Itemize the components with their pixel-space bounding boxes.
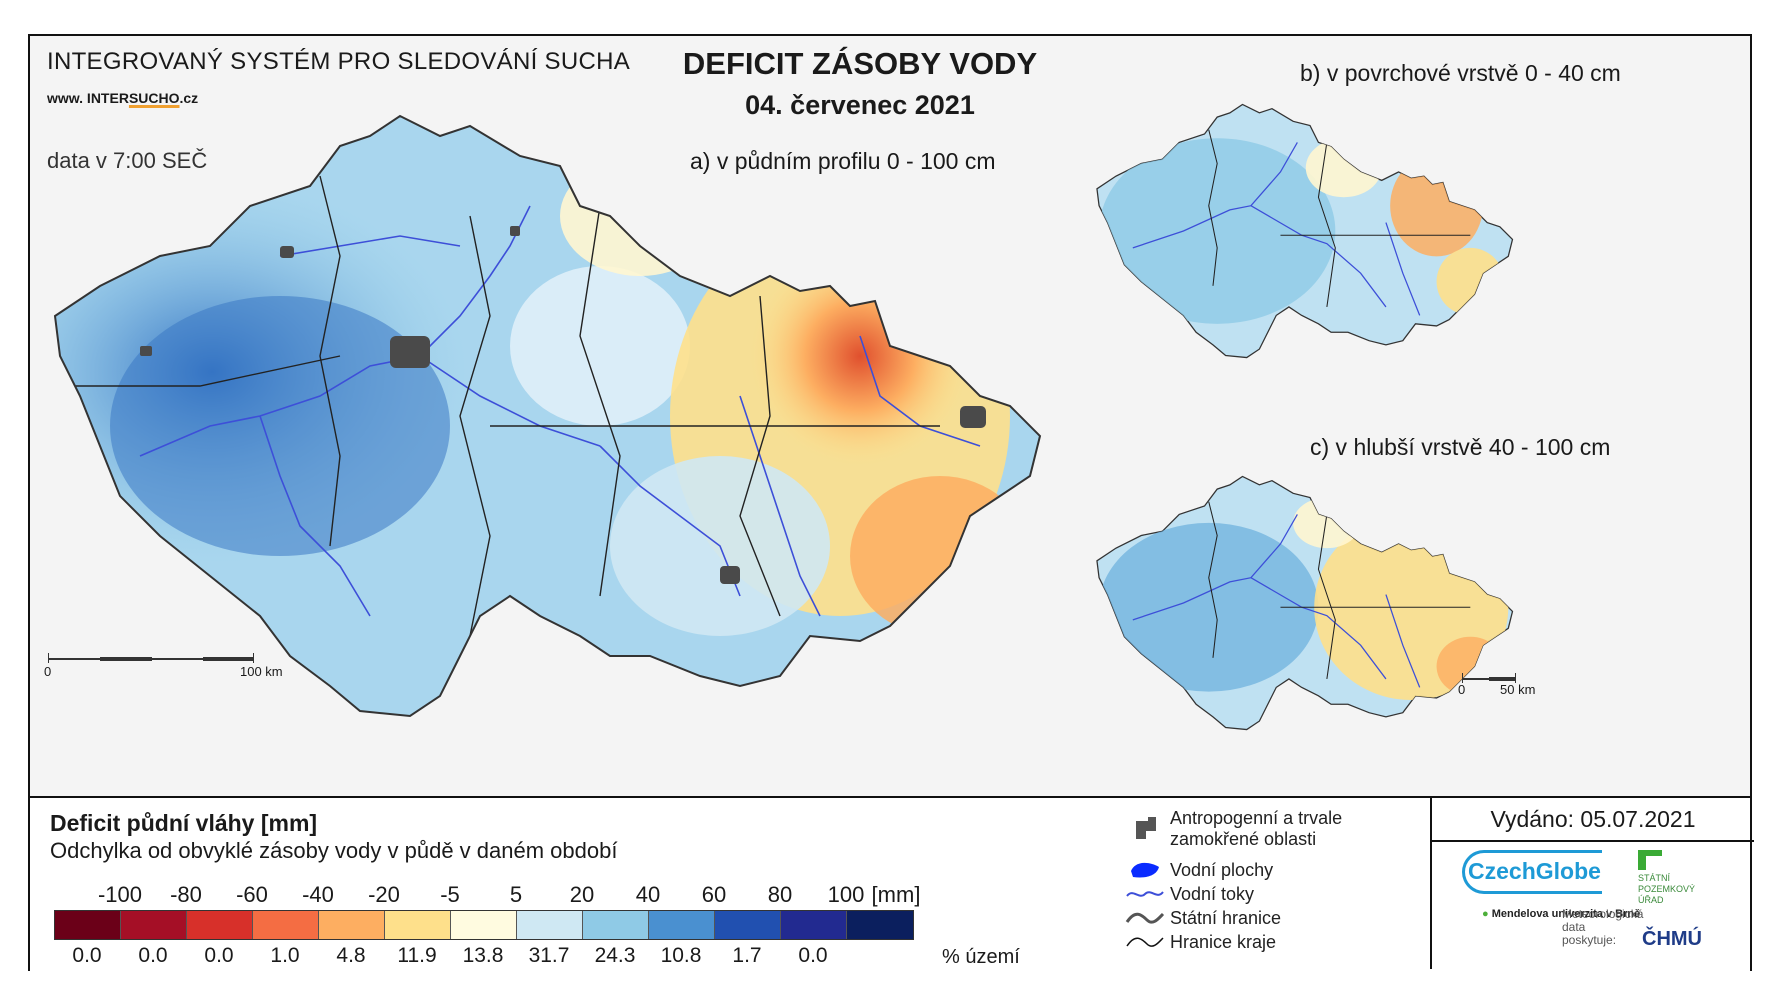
legend-subtitle: Odchylka od obvyklé zásoby vody v půdě v…	[50, 838, 618, 863]
legend-percent-value: 1.7	[732, 944, 762, 967]
legend-percent-value: 13.8	[462, 944, 504, 967]
legend-unit-label: [mm]	[871, 882, 921, 907]
issued-date: Vydáno: 05.07.2021	[1432, 798, 1754, 842]
symbol-row-river: Vodní toky	[1120, 880, 1254, 908]
state-border-icon	[1120, 904, 1170, 932]
legend-tick-label: 40	[635, 882, 661, 907]
issued-box: Vydáno: 05.07.2021 CzechGlobe STÁTNÍ POZ…	[1430, 798, 1754, 969]
legend-color-bar	[54, 910, 914, 940]
symbol-label-river: Vodní toky	[1170, 883, 1255, 904]
legend-ticks: -100 -80 -60 -40 -20 -5 5 20 40 60 80 100 [mm]	[54, 882, 920, 910]
main-scale-start: 0	[44, 664, 52, 679]
legend-color-cell	[187, 911, 253, 939]
data-time: data v 7:00 SEČ	[47, 148, 208, 173]
legend-percent-value: 11.9	[397, 944, 437, 967]
legend-tick-label: 100	[827, 882, 865, 907]
legend-color-cell	[253, 911, 319, 939]
spu-icon	[1638, 850, 1662, 870]
legend-percent-value: 31.7	[528, 944, 570, 967]
legend-percent-value: 1.0	[270, 944, 300, 967]
mendel-dots-icon: ●	[1482, 908, 1492, 920]
legend-tick-label: -40	[302, 882, 334, 907]
legend-percent-value: 0.0	[138, 944, 168, 967]
map-a-label: a) v půdním profilu 0 - 100 cm	[690, 148, 996, 174]
symbol-row-urban: Antropogenní a trvale zamokřené oblasti	[1120, 808, 1370, 850]
main-scale-bar	[47, 650, 255, 663]
chmu-logo[interactable]: ČHMÚ	[1642, 928, 1702, 950]
legend-color-cell	[649, 911, 715, 939]
legend-percent-value: 4.8	[336, 944, 366, 967]
symbol-row-region: Hranice kraje	[1120, 928, 1276, 956]
legend-tick-label: -100	[97, 882, 143, 907]
percent-label: % území	[942, 946, 1020, 968]
legend-tick-label: -60	[236, 882, 268, 907]
legend-color-cell	[385, 911, 451, 939]
region-border-icon	[1120, 928, 1170, 956]
legend-title: Deficit půdní vláhy [mm]	[50, 810, 318, 836]
legend-color-cell	[55, 911, 121, 939]
legend-color-cell	[517, 911, 583, 939]
system-title: INTEGROVANÝ SYSTÉM PRO SLEDOVÁNÍ SUCHA	[47, 48, 631, 75]
legend-tick-label: 5	[509, 882, 523, 907]
map-b	[1096, 103, 1514, 359]
legend-tick-label: 20	[569, 882, 595, 907]
main-scale-end: 100 km	[240, 664, 283, 679]
legend-color-cell	[847, 911, 913, 939]
small-scale-start: 0	[1458, 682, 1466, 697]
main-date: 04. červenec 2021	[745, 90, 975, 120]
legend-tick-label: 80	[767, 882, 793, 907]
legend-percent-value: 0.0	[72, 944, 102, 967]
spu-logo[interactable]: STÁTNÍ POZEMKOVÝ ÚŘAD	[1638, 850, 1718, 906]
legend-tick-label: -80	[170, 882, 202, 907]
symbol-label-water: Vodní plochy	[1170, 859, 1274, 880]
map-c	[1096, 475, 1514, 731]
map-area: INTEGROVANÝ SYSTÉM PRO SLEDOVÁNÍ SUCHA w…	[30, 36, 1750, 796]
legend-panel: Deficit půdní vláhy [mm] Odchylka od obv…	[30, 796, 1754, 971]
river-icon	[1120, 880, 1170, 908]
map-c-label: c) v hlubší vrstvě 40 - 100 cm	[1310, 434, 1611, 460]
legend-color-cell	[781, 911, 847, 939]
small-scale-bar	[1461, 670, 1517, 683]
symbol-label-state: Státní hranice	[1170, 907, 1282, 928]
symbol-row-water: Vodní plochy	[1120, 856, 1273, 884]
legend-color-cell	[451, 911, 517, 939]
water-body-icon	[1120, 856, 1170, 884]
map-frame: INTEGROVANÝ SYSTÉM PRO SLEDOVÁNÍ SUCHA w…	[28, 34, 1754, 971]
czechglobe-logo-ring	[1462, 850, 1602, 894]
legend-color-cell	[121, 911, 187, 939]
legend-tick-label: -5	[440, 882, 460, 907]
legend-percent-value: 24.3	[594, 944, 636, 967]
symbol-row-state: Státní hranice	[1120, 904, 1281, 932]
mendel-logo[interactable]: ● Mendelova univerzita v Brně	[1482, 908, 1641, 920]
small-scale-end: 50 km	[1500, 682, 1536, 697]
symbol-label-region: Hranice kraje	[1170, 931, 1277, 952]
website-url[interactable]: www. INTERSUCHO.cz	[47, 90, 199, 106]
map-b-label: b) v povrchové vrstvě 0 - 40 cm	[1300, 60, 1621, 86]
meteo-label: Meteorologická data poskytuje:	[1562, 907, 1644, 947]
legend-tick-label: 60	[701, 882, 727, 907]
main-map	[53, 114, 1042, 718]
legend-color-cell	[319, 911, 385, 939]
legend-percent-value: 0.0	[204, 944, 234, 967]
legend-percent-value: 10.8	[660, 944, 702, 967]
symbol-label-urban: Antropogenní a trvale zamokřené oblasti	[1170, 808, 1343, 849]
legend-color-cell	[583, 911, 649, 939]
czechglobe-logo[interactable]: CzechGlobe	[1468, 858, 1601, 884]
legend-percent-value: 0.0	[798, 944, 828, 967]
legend-color-cell	[715, 911, 781, 939]
legend-tick-label: -20	[368, 882, 400, 907]
main-title: DEFICIT ZÁSOBY VODY	[682, 46, 1038, 81]
urban-area-icon	[1120, 815, 1170, 843]
